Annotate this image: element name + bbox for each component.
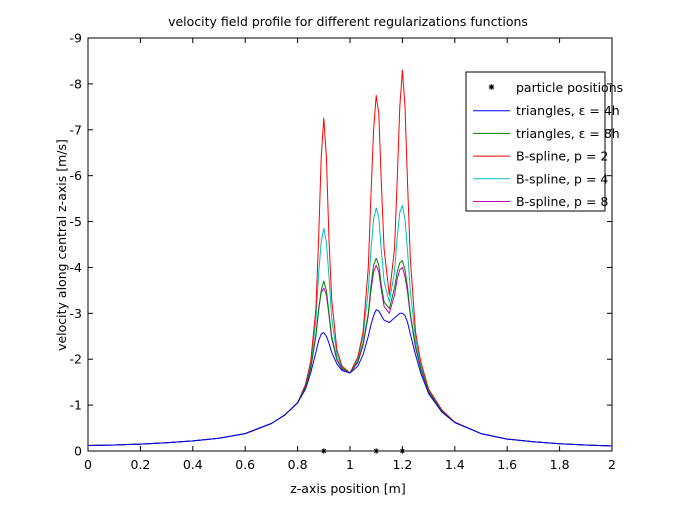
y-tick-label: -1	[70, 398, 82, 413]
y-tick-label: -2	[70, 352, 82, 367]
x-tick-label: 0.2	[130, 457, 150, 472]
legend: particle positions triangles, ε = 4h trian…	[465, 71, 623, 212]
y-tick-label: -9	[70, 31, 83, 46]
y-tick-label: -3	[70, 306, 82, 321]
y-tick-label: -8	[70, 76, 83, 91]
x-tick-label: 0.4	[183, 457, 203, 472]
particle-marker	[373, 448, 379, 454]
legend-label: B-spline, p = 4	[516, 171, 608, 186]
legend-label: triangles, ε = 4h	[516, 103, 620, 118]
y-tick-label: -7	[70, 122, 82, 137]
x-tick-label: 2	[608, 457, 616, 472]
x-tick-label: 1.6	[497, 457, 517, 472]
y-tick-label: 0	[74, 444, 82, 459]
y-tick-label: -6	[70, 168, 83, 183]
y-tick-label: -4	[70, 260, 83, 275]
x-tick-label: 0.8	[288, 457, 308, 472]
x-tick-label: 1.8	[550, 457, 570, 472]
y-axis-label: velocity along central z-axis [m/s]	[54, 139, 69, 351]
legend-label: B-spline, p = 2	[516, 149, 608, 164]
x-axis-label: z-axis position [m]	[290, 481, 406, 496]
legend-box	[465, 71, 606, 212]
legend-label-particle-positions: particle positions	[516, 80, 623, 95]
legend-label: triangles, ε = 8h	[516, 126, 620, 141]
legend-label: B-spline, p = 8	[516, 194, 608, 209]
axis-ticks: 0 0.2 0.4 0.6 0.8 1 1.2 1.4 1.6 1.8 2 0 -1 -2 -3 -4 -5 -6…	[70, 31, 616, 473]
y-tick-label: -5	[70, 214, 82, 229]
x-tick-label: 1.2	[392, 457, 412, 472]
series-line	[87, 309, 613, 447]
x-tick-label: 1.4	[445, 457, 465, 472]
x-tick-label: 1	[346, 457, 354, 472]
particle-markers	[321, 448, 405, 454]
series-lines	[87, 69, 613, 447]
x-tick-label: 0	[84, 457, 92, 472]
x-tick-label: 0.6	[235, 457, 255, 472]
particle-marker	[321, 448, 327, 454]
legend-marker-particle-positions	[488, 84, 495, 90]
chart-title: velocity field profile for different reg…	[168, 14, 528, 29]
particle-marker	[399, 448, 405, 454]
